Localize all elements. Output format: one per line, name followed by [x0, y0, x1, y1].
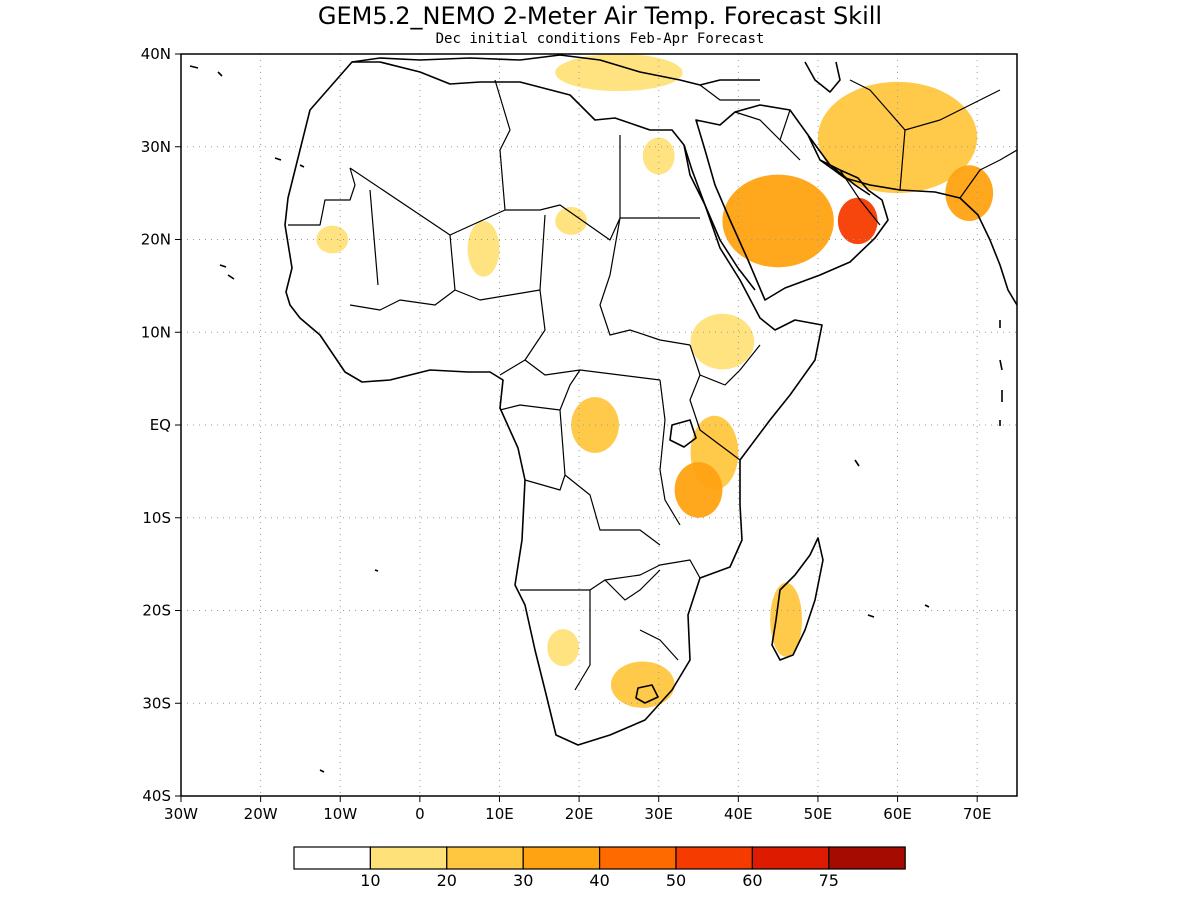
lon-tick-label: 20E [565, 805, 594, 823]
lat-tick-label: 40S [142, 787, 171, 805]
colorbar-swatch [293, 846, 372, 870]
colorbar-label: 40 [589, 871, 609, 890]
skill-region-mediterranean-north [555, 54, 683, 92]
lat-tick-label: 30N [141, 138, 171, 156]
map-title: GEM5.2_NEMO 2-Meter Air Temp. Forecast S… [318, 2, 882, 30]
skill-region-sahel-niger [467, 220, 500, 277]
map-subtitle: Dec initial conditions Feb-Apr Forecast [436, 31, 765, 47]
madagascar-coastline [771, 537, 824, 661]
lon-tick-label: 10E [485, 805, 514, 823]
lon-tick-label: 10W [323, 805, 357, 823]
lat-tick-label: 20N [141, 231, 171, 249]
lon-tick-label: 30E [644, 805, 673, 823]
red-sea-coast [683, 144, 756, 291]
lon-tick-label: 0 [415, 805, 425, 823]
lon-tick-label: 50E [804, 805, 833, 823]
lat-tick-label: EQ [150, 416, 171, 434]
islands [189, 65, 1003, 773]
colorbar-label: 30 [513, 871, 533, 890]
lat-tick-label: 40N [141, 45, 171, 63]
arabia-coastline [695, 104, 889, 301]
latitude-tick-labels: 40N 30N 20N 10N EQ 10S 20S 30S 40S [141, 45, 181, 805]
colorbar-swatch [522, 846, 601, 870]
skill-region-oman-maximum [837, 197, 878, 245]
colorbar-swatch [751, 846, 830, 870]
africa-coastline [284, 61, 823, 746]
colorbar-label: 10 [360, 871, 380, 890]
skill-region-tanzania [674, 462, 723, 518]
caspian-coastline [804, 61, 841, 93]
skill-region-ethiopia [690, 313, 755, 370]
coastlines-and-borders [189, 54, 1017, 773]
lon-tick-label: 70E [963, 805, 992, 823]
colorbar-label: 50 [666, 871, 686, 890]
lon-tick-label: 30W [164, 805, 198, 823]
lat-tick-label: 10N [141, 323, 171, 341]
skill-shading-layer [316, 54, 994, 708]
country-borders [288, 79, 1017, 691]
colorbar: 10 20 30 40 50 60 75 [293, 846, 906, 890]
colorbar-label: 20 [437, 871, 457, 890]
lon-tick-label: 40E [724, 805, 753, 823]
lake-victoria [669, 419, 697, 448]
lat-tick-label: 20S [142, 602, 171, 620]
skill-region-iran-pakistan [817, 81, 978, 194]
skill-region-nile-valley [555, 207, 588, 235]
graticule [181, 54, 1017, 796]
persian-gulf-coast [807, 134, 871, 196]
colorbar-swatch [446, 846, 524, 870]
lon-tick-label: 60E [883, 805, 912, 823]
lat-tick-label: 10S [142, 509, 171, 527]
skill-region-namibia [547, 629, 580, 667]
colorbar-swatch [675, 846, 754, 870]
colorbar-swatch [598, 846, 677, 870]
colorbar-label: 75 [819, 871, 839, 890]
colorbar-swatch [828, 846, 906, 870]
skill-region-india-northwest [945, 165, 994, 221]
lesotho-outline [635, 684, 659, 704]
colorbar-swatch [369, 846, 448, 870]
longitude-tick-labels: 30W 20W 10W 0 10E 20E 30E 40E 50E 60E 70E [164, 796, 991, 823]
lon-tick-label: 20W [244, 805, 278, 823]
skill-region-arabian-peninsula-core [722, 174, 834, 268]
lat-tick-label: 30S [142, 694, 171, 712]
colorbar-label: 60 [742, 871, 762, 890]
europe-coastline [351, 54, 760, 86]
